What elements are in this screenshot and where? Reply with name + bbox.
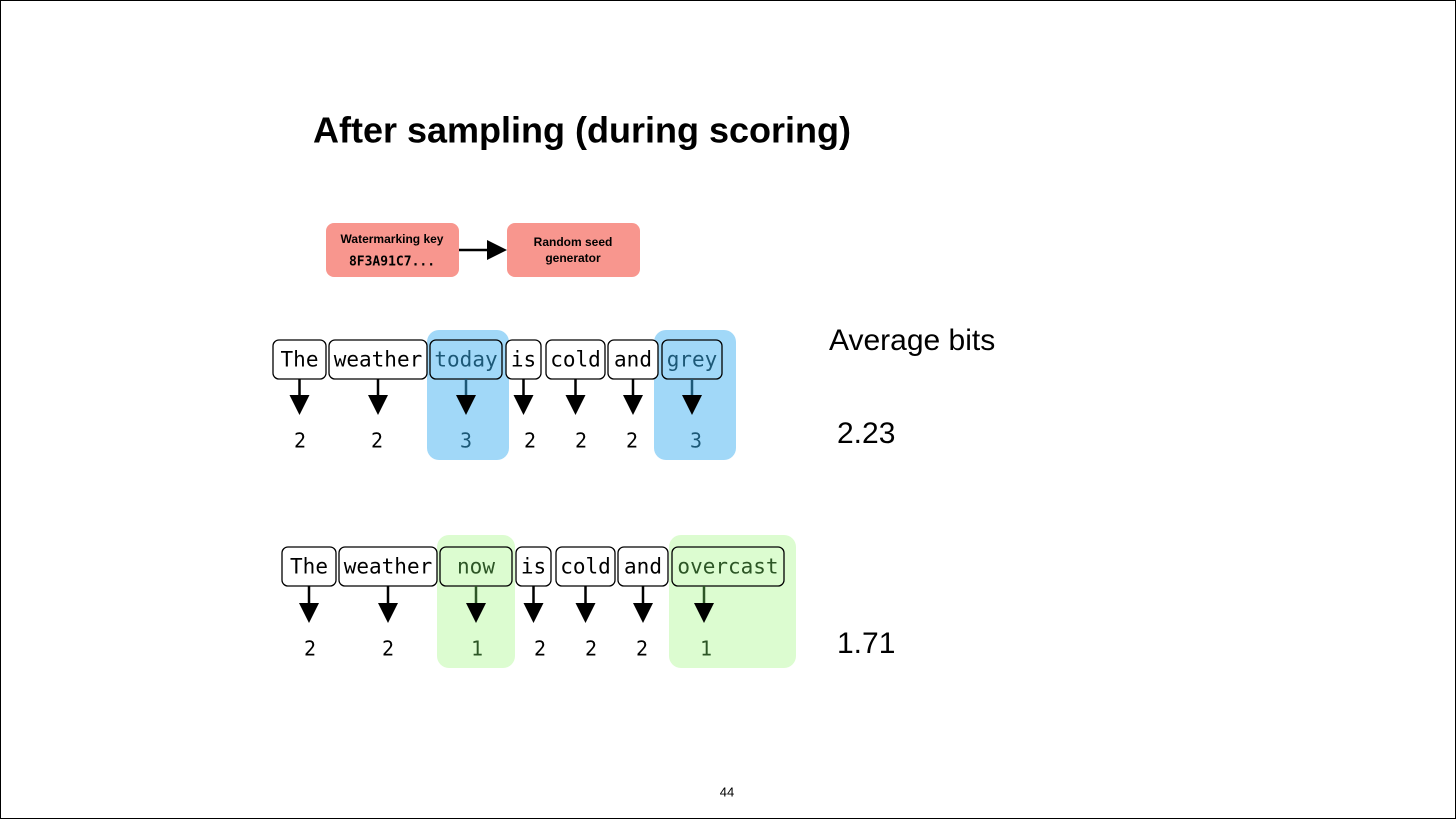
seed-box xyxy=(507,223,640,277)
bits: 3 xyxy=(460,429,472,453)
bits: 2 xyxy=(575,429,587,453)
token: The xyxy=(281,348,319,372)
token-box xyxy=(671,546,785,587)
seed-label: generator xyxy=(545,251,601,265)
key-value: 8F3A91C7... xyxy=(349,255,435,270)
seed-label: Random seed xyxy=(534,235,613,249)
bits: 2 xyxy=(371,429,383,453)
token: weather xyxy=(344,555,433,579)
bits: 2 xyxy=(524,429,536,453)
token: weather xyxy=(334,348,423,372)
bits: 1 xyxy=(700,637,712,661)
token: overcast xyxy=(677,555,778,579)
token: cold xyxy=(560,555,611,579)
token: today xyxy=(434,348,497,372)
token: cold xyxy=(550,348,601,372)
token: The xyxy=(290,555,328,579)
bits: 2 xyxy=(626,429,638,453)
key-box xyxy=(326,223,459,277)
title: After sampling (during scoring) xyxy=(313,110,851,151)
key-label: Watermarking key xyxy=(341,232,444,246)
token: now xyxy=(457,555,495,579)
bits: 2 xyxy=(534,637,546,661)
bits: 3 xyxy=(690,429,702,453)
token: is xyxy=(511,348,536,372)
token: and xyxy=(614,348,652,372)
average-label: Average bits xyxy=(829,324,995,357)
bits: 2 xyxy=(585,637,597,661)
bits: 2 xyxy=(382,637,394,661)
average: 2.23 xyxy=(837,417,895,450)
bits: 2 xyxy=(636,637,648,661)
average: 1.71 xyxy=(837,627,895,660)
token: and xyxy=(624,555,662,579)
bits: 2 xyxy=(304,637,316,661)
bits: 2 xyxy=(294,429,306,453)
token: is xyxy=(521,555,546,579)
token: grey xyxy=(667,348,718,372)
bits: 1 xyxy=(471,637,483,661)
page-number: 44 xyxy=(720,784,734,799)
